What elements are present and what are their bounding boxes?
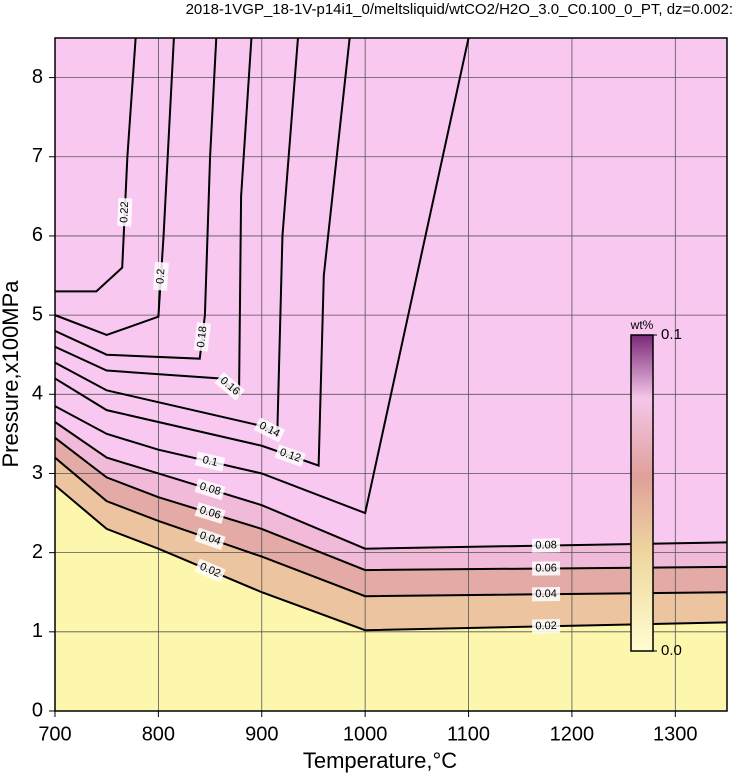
contour-label: 0.08 [198, 480, 222, 498]
y-axis-label: Pressure,x100MPa [0, 280, 23, 468]
contour-label-group: 0.2 [153, 261, 169, 291]
contour-label: 0.02 [535, 620, 557, 632]
contour-label-group: 0.04 [194, 527, 226, 550]
x-tick-label: 900 [245, 723, 278, 745]
contour-label-bg [193, 322, 211, 352]
contour-label: 0.04 [535, 588, 557, 600]
contour-label-bg [532, 561, 561, 576]
axes: 700 800 900 1000 1100 1200 1300 0 1 2 3 4 5 6 7 8 [32, 66, 698, 745]
contour-label: 0.1 [201, 454, 219, 469]
contour-label-bg [117, 197, 133, 227]
y-tick-label: 8 [32, 66, 43, 88]
contour-label-group: 0.02 [194, 558, 226, 583]
contour-label-bg [214, 371, 245, 401]
x-tick-label: 1000 [343, 723, 388, 745]
contour-line [55, 38, 175, 336]
y-tick-label: 0 [32, 699, 43, 721]
contour-label-bg [194, 478, 226, 501]
contour-label-bg [194, 527, 226, 550]
colorbar-label: wt% [630, 318, 654, 332]
colorbar-scale [630, 334, 654, 652]
y-tick-label: 5 [32, 303, 43, 325]
contour-label: 0.08 [535, 539, 557, 551]
contour-label-group: 0.04 [532, 587, 561, 602]
contour-label-group: 0.08 [194, 478, 226, 501]
contour-label-bg [531, 538, 561, 553]
contour-label: 0.06 [535, 562, 557, 574]
y-tick-label: 3 [32, 462, 43, 484]
colorbar-tick-label: 0.1 [661, 326, 682, 343]
contour-label-group: 0.06 [194, 502, 226, 524]
contour-label-group: 0.22 [117, 197, 133, 227]
y-tick-label: 6 [32, 224, 43, 246]
contour-line [55, 38, 137, 293]
contour-label-group: 0.18 [193, 322, 211, 352]
contour-label: 0.22 [118, 201, 131, 223]
contour-label-bg [253, 417, 286, 443]
contour-label-bg [532, 587, 561, 602]
contour-label-bg [194, 451, 226, 472]
x-tick-label: 1300 [653, 723, 698, 745]
chart-title: 2018-1VGP_18-1V-p14i1_0/meltsliquid/wtCO… [186, 1, 733, 18]
x-tick-label: 800 [142, 723, 175, 745]
contour-label: 0.18 [195, 326, 209, 349]
contour-band [55, 38, 727, 395]
contour-label: 0.2 [154, 268, 167, 284]
contour-label-bg [531, 618, 561, 634]
x-tick-label: 700 [38, 723, 71, 745]
contour-label-group: 0.1 [194, 451, 226, 472]
y-tick-label: 1 [32, 620, 43, 642]
contour-label-bg [274, 444, 306, 467]
y-tick-label: 4 [32, 383, 43, 405]
x-tick-label: 1100 [447, 723, 490, 745]
contour-label-group: 0.12 [274, 444, 306, 467]
x-axis-label: Temperature,°C [303, 748, 457, 773]
y-tick-label: 7 [32, 145, 43, 167]
contour-label-group: 0.06 [532, 561, 561, 576]
contour-label: 0.06 [198, 504, 222, 522]
contour-label-bg [194, 558, 226, 583]
contour-label-group: 0.08 [531, 538, 561, 553]
colorbar: wt% 0.0 0.1 [630, 318, 682, 659]
contour-label-bg [194, 502, 226, 524]
y-tick-label: 2 [32, 541, 43, 563]
plot-frame [54, 37, 728, 712]
x-tick-label: 1200 [550, 723, 595, 745]
contour-label-bg [153, 261, 169, 291]
colorbar-tick-label: 0.0 [661, 642, 682, 659]
contour-label-group: 0.02 [531, 618, 561, 634]
